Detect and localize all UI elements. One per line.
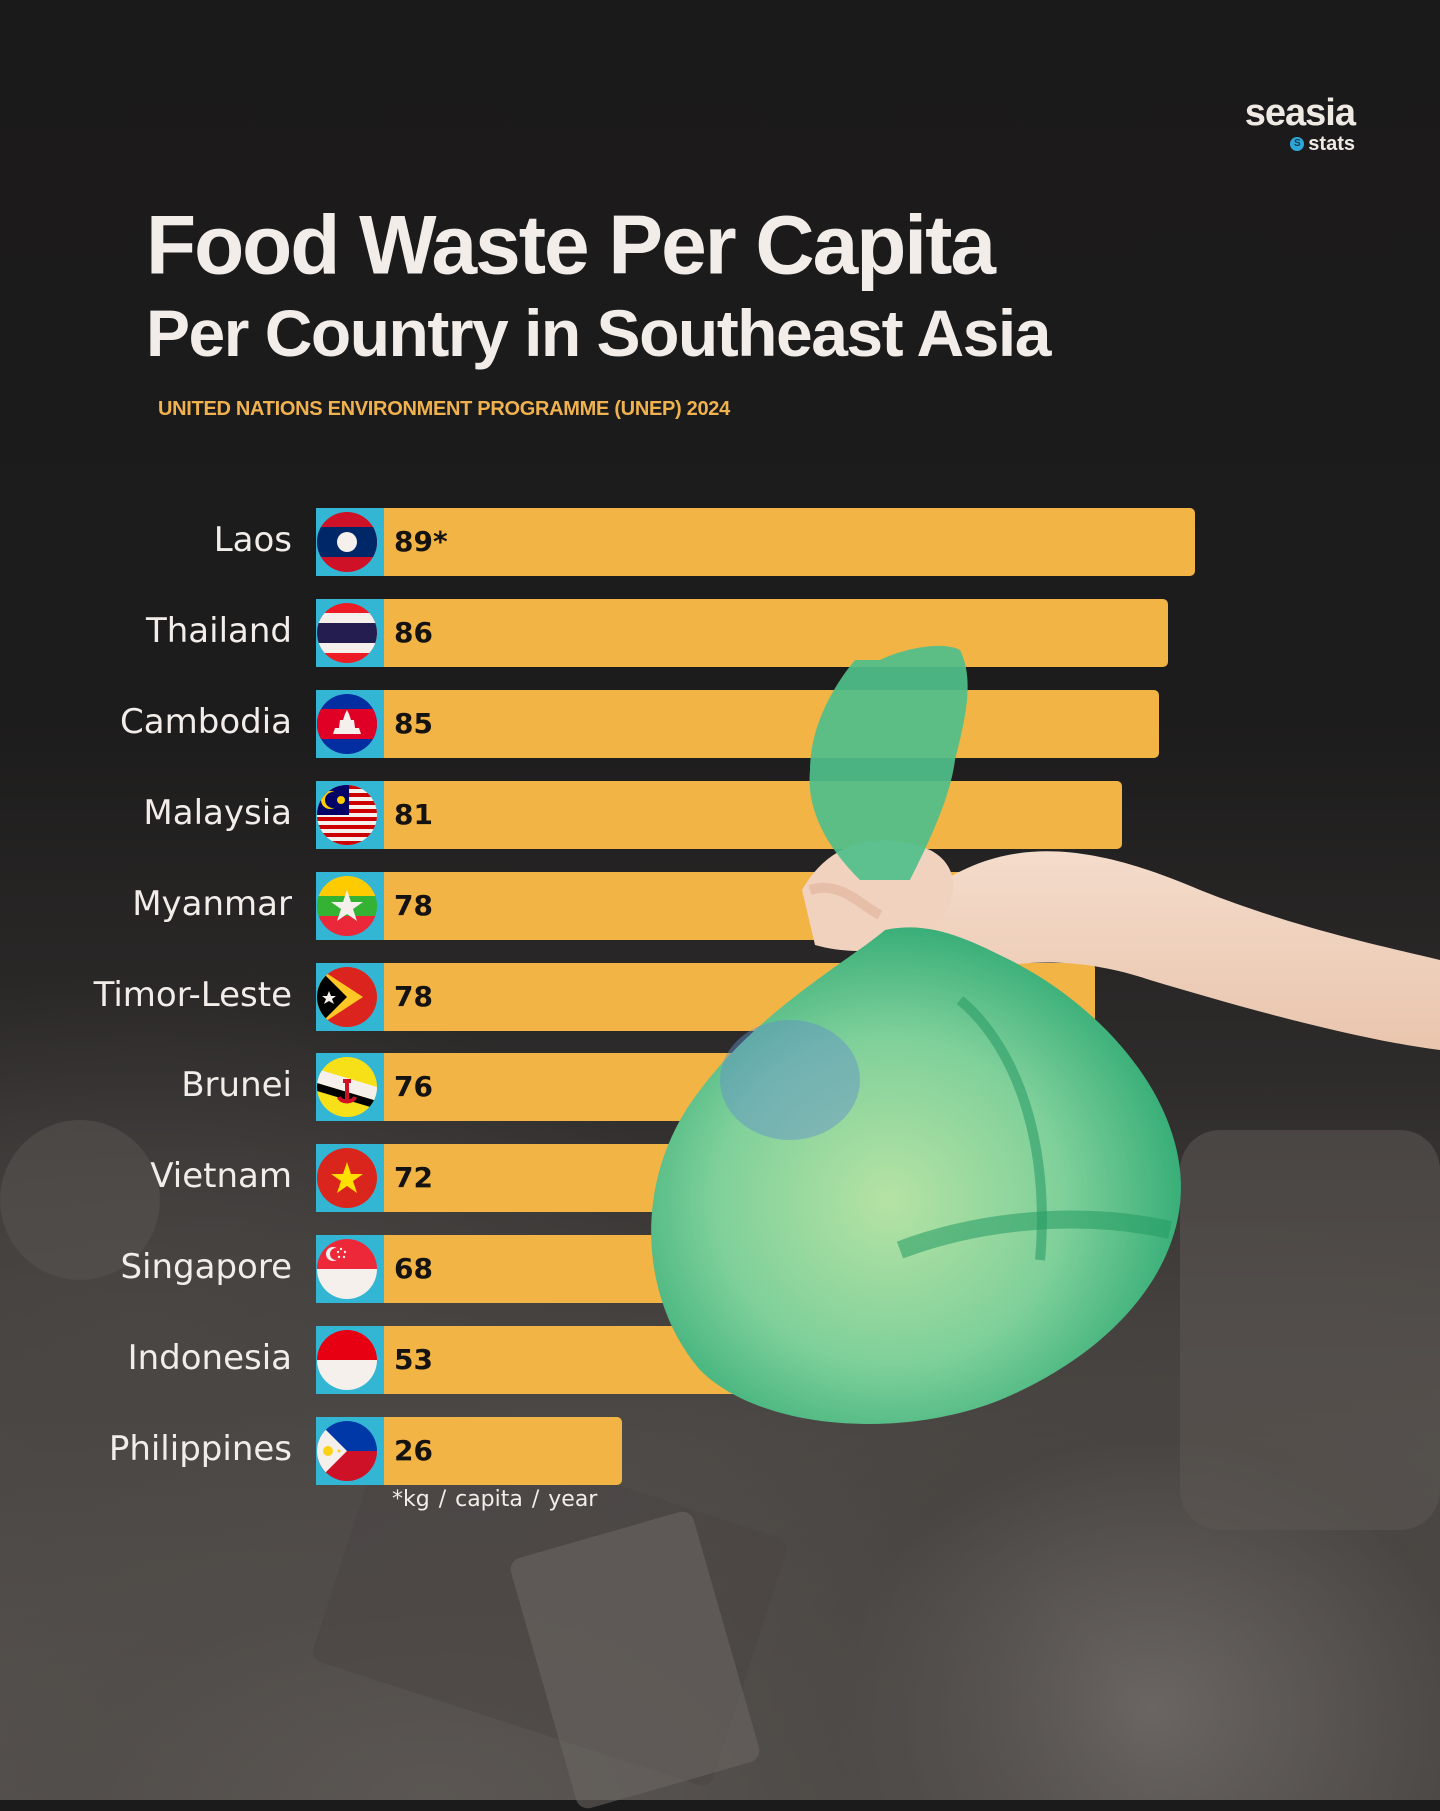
country-label: Singapore (120, 1247, 292, 1288)
bar-row-timor-leste: Timor-Leste 78 (0, 962, 1440, 1031)
bar-value-label: 89* (394, 525, 448, 558)
indonesia-flag-icon (317, 1330, 377, 1391)
bar-row-vietnam: Vietnam 72 (0, 1144, 1440, 1213)
bar-value-label: 85 (394, 706, 433, 740)
bar-row-indonesia: Indonesia 53 (0, 1326, 1440, 1395)
background-debris (0, 1120, 160, 1280)
bar-row-thailand: Thailand 86 (0, 598, 1440, 667)
country-label: Laos (213, 520, 292, 560)
country-label: Philippines (108, 1429, 292, 1469)
country-label: Malaysia (143, 792, 292, 833)
brand-badge-icon: S (1290, 137, 1305, 151)
country-label: Brunei (181, 1065, 292, 1106)
background-debris (1180, 1130, 1440, 1530)
bar (316, 508, 1195, 576)
brand-name: seasia (1244, 92, 1356, 134)
chart-source: UNITED NATIONS ENVIRONMENT PROGRAMME (UN… (158, 398, 730, 420)
bar-row-malaysia: Malaysia 81 (0, 780, 1440, 849)
laos-flag-icon (317, 512, 377, 572)
bar-row-brunei: Brunei 76 (0, 1053, 1440, 1122)
myanmar-flag-icon (317, 875, 377, 936)
malaysia-flag-icon (317, 784, 377, 845)
philippines-flag-icon (317, 1421, 377, 1481)
bar-value-label: 53 (394, 1343, 433, 1377)
cambodia-flag-icon (317, 693, 377, 754)
brunei-flag-icon (317, 1057, 377, 1118)
bar-row-myanmar: Myanmar 78 (0, 871, 1440, 940)
bar-value-label: 78 (394, 979, 433, 1013)
singapore-flag-icon (317, 1239, 377, 1300)
bar-value-label: 72 (394, 1161, 433, 1195)
country-label: Vietnam (150, 1156, 292, 1197)
vietnam-flag-icon (317, 1148, 377, 1209)
country-label: Thailand (145, 610, 292, 651)
bar-row-cambodia: Cambodia 85 (0, 689, 1440, 758)
bar-row-philippines: Philippines 26 (0, 1417, 1440, 1485)
country-label: Timor-Leste (93, 974, 292, 1015)
thailand-flag-icon (317, 602, 377, 663)
timor-leste-flag-icon (317, 966, 377, 1027)
country-label: Indonesia (127, 1338, 292, 1379)
country-label: Cambodia (120, 701, 292, 742)
bar-value-label: 81 (394, 797, 433, 831)
bar-row-laos: Laos 89* (0, 508, 1440, 576)
bar-value-label: 76 (394, 1070, 433, 1104)
unit-note: *kg / capita / year (392, 1487, 598, 1512)
bar-value-label: 78 (394, 888, 433, 922)
brand-sub: stats (1308, 133, 1355, 155)
country-label: Myanmar (132, 883, 292, 924)
chart-title-line1: Food Waste Per Capita (146, 199, 996, 292)
bar-value-label: 86 (394, 615, 433, 649)
bar-value-label: 68 (394, 1252, 433, 1286)
bar (316, 780, 1122, 849)
bar (316, 598, 1168, 667)
bar-value-label: 26 (394, 1434, 433, 1467)
bar (316, 689, 1159, 758)
bar-row-singapore: Singapore 68 (0, 1235, 1440, 1304)
chart-title-line2: Per Country in Southeast Asia (146, 296, 1051, 370)
